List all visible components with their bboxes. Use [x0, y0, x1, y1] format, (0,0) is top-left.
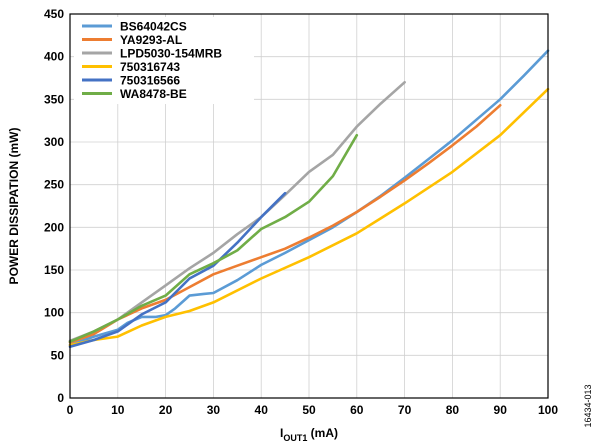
x-tick-label: 10: [111, 403, 125, 417]
y-tick-label: 450: [44, 7, 64, 21]
x-tick-label: 50: [302, 403, 316, 417]
series-line-750316743: [68, 87, 550, 347]
y-tick-label: 0: [57, 391, 64, 405]
y-tick-label: 100: [44, 306, 64, 320]
x-tick-label: 70: [398, 403, 412, 417]
x-axis-label-unit: (mA): [307, 426, 338, 440]
x-tick-label: 90: [494, 403, 508, 417]
y-axis-tick-labels: 0 50 100 150 200 250 300 350 400 450: [44, 7, 64, 405]
legend-entry-label: BS64042CS: [120, 20, 187, 34]
y-tick-label: 200: [44, 220, 64, 234]
x-tick-label: 40: [255, 403, 269, 417]
x-axis-label-subscript: OUT1: [283, 433, 307, 443]
legend-entry-label: WA8478-BE: [120, 87, 187, 101]
legend-box: [74, 17, 254, 104]
series-line-wa8478-be: [68, 133, 359, 344]
y-tick-label: 250: [44, 178, 64, 192]
legend-entry-label: YA9293-AL: [120, 33, 182, 47]
x-axis-label: IOUT1 (mA): [280, 426, 338, 443]
x-tick-label: 60: [350, 403, 364, 417]
series-line-bs64042cs: [68, 49, 550, 347]
series-line-lpd5030-154mrb: [68, 81, 406, 343]
series-line-ya9293-al: [68, 104, 502, 344]
legend-entry-label: LPD5030-154MRB: [120, 47, 222, 61]
figure-id: 16434-013: [583, 384, 593, 427]
x-tick-label: 0: [67, 403, 74, 417]
y-tick-label: 300: [44, 135, 64, 149]
chart-legend: BS64042CSYA9293-ALLPD5030-154MRB75031674…: [74, 17, 254, 104]
chart-series-lines: [68, 49, 550, 349]
plot-area-frame: [69, 13, 549, 399]
legend-entry-label: 750316743: [120, 60, 180, 74]
y-tick-label: 400: [44, 50, 64, 64]
x-axis-tick-labels: 0 10 20 30 40 50 60 70 80 90 100: [67, 403, 559, 417]
x-tick-label: 30: [207, 403, 221, 417]
series-line-750316566: [68, 191, 287, 349]
x-axis-label-main: I: [280, 426, 283, 440]
y-axis-label: POWER DISSIPATION (mW): [7, 128, 21, 285]
x-tick-label: 100: [538, 403, 558, 417]
legend-entry-label: 750316566: [120, 74, 180, 88]
y-tick-label: 350: [44, 92, 64, 106]
x-tick-label: 20: [159, 403, 173, 417]
y-tick-label: 50: [51, 348, 65, 362]
y-tick-label: 150: [44, 263, 64, 277]
x-tick-label: 80: [446, 403, 460, 417]
